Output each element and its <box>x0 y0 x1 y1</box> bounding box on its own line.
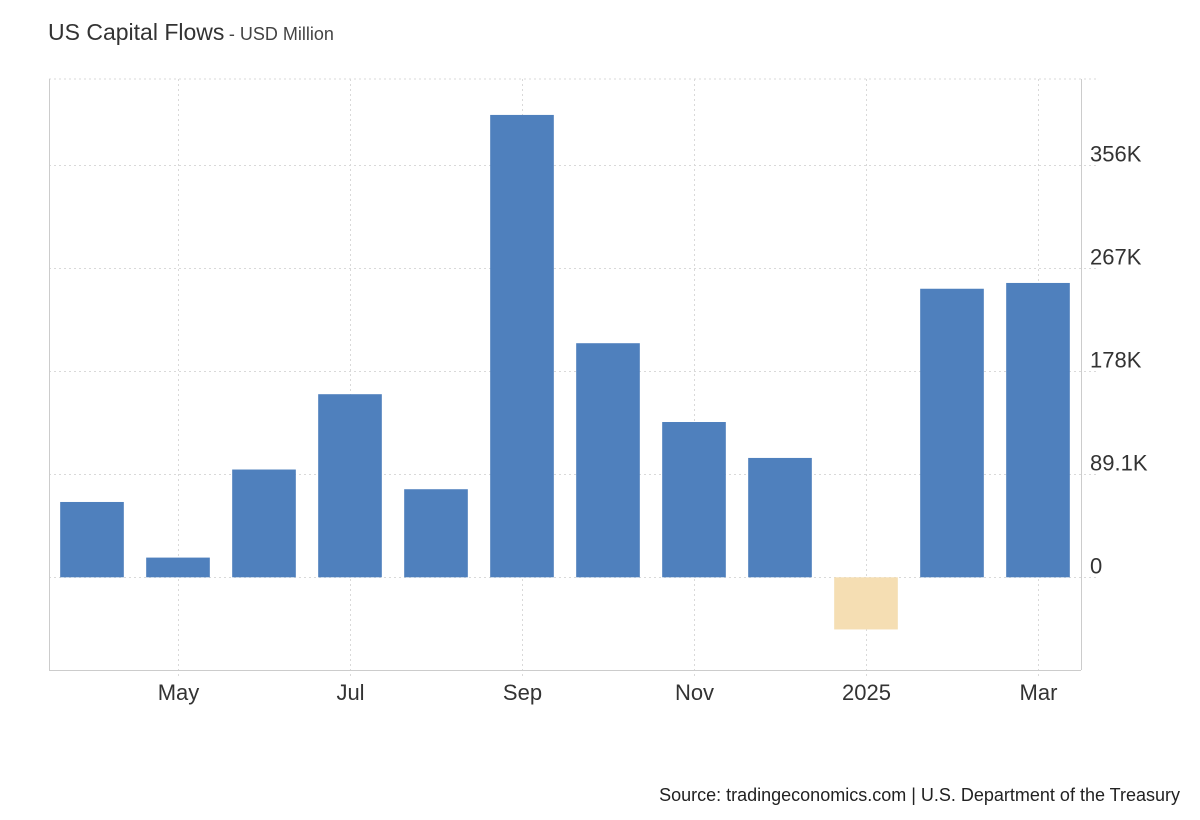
bar-sep-2024[interactable] <box>490 114 554 578</box>
bar-jun-2024[interactable] <box>232 469 296 578</box>
bar-may-2024[interactable] <box>146 557 210 578</box>
source-note: Source: tradingeconomics.com | U.S. Depa… <box>659 785 1180 805</box>
x-tick-label: Sep <box>503 680 542 705</box>
bar-nov-2024[interactable] <box>662 422 726 578</box>
x-tick-label: Mar <box>1020 680 1058 705</box>
bar-chart: 0 89.1K 178K 267K 356K May Jul Sep Nov 2025 Mar <box>49 78 1148 705</box>
bars <box>60 114 1070 630</box>
bar-jul-2024[interactable] <box>318 394 382 578</box>
bar-oct-2024[interactable] <box>576 343 640 578</box>
chart-subtitle: - USD Million <box>228 24 334 44</box>
chart-title-main: US Capital Flows <box>48 19 225 45</box>
bar-aug-2024[interactable] <box>404 489 468 578</box>
y-tick-labels: 0 89.1K 178K 267K 356K <box>1090 142 1148 579</box>
y-tick-label: 356K <box>1090 142 1142 167</box>
bar-apr-2024[interactable] <box>60 501 124 578</box>
x-tick-labels: May Jul Sep Nov 2025 Mar <box>158 680 1058 705</box>
bar-mar-2025[interactable] <box>1006 282 1070 578</box>
axes <box>49 79 1082 671</box>
x-tick-label: 2025 <box>842 680 891 705</box>
x-tick-label: May <box>158 680 200 705</box>
bar-feb-2025[interactable] <box>920 288 984 578</box>
y-tick-label: 0 <box>1090 554 1102 579</box>
y-tick-label: 178K <box>1090 348 1142 373</box>
bar-dec-2024[interactable] <box>748 457 812 578</box>
chart-title: US Capital Flows - USD Million <box>48 19 334 46</box>
y-tick-label: 89.1K <box>1090 451 1148 476</box>
x-tick-label: Jul <box>336 680 364 705</box>
bar-jan-2025[interactable] <box>834 577 898 630</box>
y-tick-label: 267K <box>1090 245 1142 270</box>
x-tick-label: Nov <box>675 680 714 705</box>
